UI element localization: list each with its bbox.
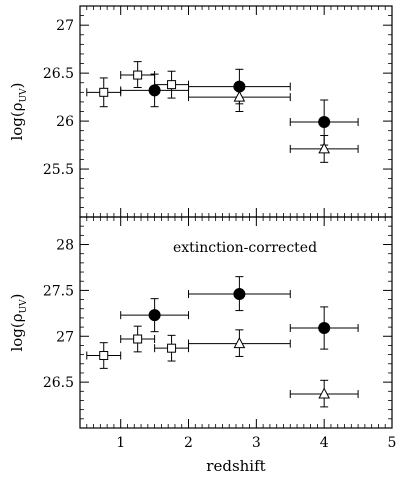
y-tick-label: 25.5 (43, 162, 74, 178)
y-tick-label: 26.5 (43, 66, 74, 82)
data-point-open-triangle (233, 90, 246, 102)
y-tick-label: 28 (56, 238, 74, 254)
data-point-filled-circle (233, 288, 246, 301)
data-point-open-square (167, 80, 177, 90)
panel-1-y-axis-title: log(ρUV) (8, 82, 29, 140)
data-point-open-square (99, 351, 109, 361)
y-tick-label: 27.5 (43, 283, 74, 299)
data-point-open-triangle (318, 142, 331, 154)
data-point-filled-circle (318, 116, 331, 129)
y-axis-title-main: log(ρ (8, 313, 26, 351)
panel-2-y-axis-title: log(ρUV) (8, 293, 29, 351)
y-axis-title-close: ) (8, 82, 26, 88)
x-tick-label: 5 (388, 435, 397, 451)
y-axis-title-main: log(ρ (8, 102, 26, 140)
y-axis-title-subscript: UV (19, 299, 29, 314)
data-point-open-triangle (233, 337, 246, 349)
data-point-open-square (167, 343, 177, 353)
data-point-open-triangle (318, 387, 331, 399)
y-tick-label: 27 (56, 18, 74, 34)
data-point-open-square (133, 70, 143, 80)
y-tick-label: 26 (56, 114, 74, 130)
x-tick-label: 4 (320, 435, 329, 451)
annotation-extinction-corrected: extinction-corrected (173, 240, 317, 256)
x-tick-label: 1 (116, 435, 125, 451)
y-tick-label: 27 (56, 329, 74, 345)
data-point-filled-circle (318, 322, 331, 335)
y-axis-title-subscript: UV (19, 88, 29, 103)
data-point-open-square (99, 87, 109, 97)
data-point-filled-circle (148, 309, 161, 322)
x-tick-label: 2 (184, 435, 193, 451)
y-axis-title-close: ) (8, 293, 26, 299)
x-tick-label: 3 (252, 435, 261, 451)
data-point-open-square (133, 334, 143, 344)
y-tick-label: 26.5 (43, 375, 74, 391)
x-axis-title: redshift (206, 457, 265, 475)
